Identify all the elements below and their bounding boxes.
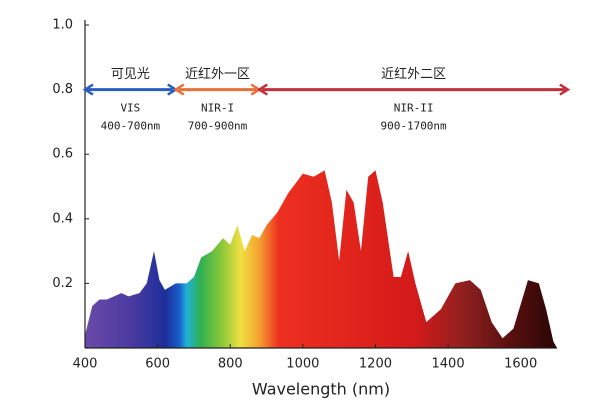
region-label: 近红外二区: [381, 66, 446, 82]
y-tick-label: 0.6: [52, 147, 73, 162]
x-tick-label: 600: [145, 357, 170, 372]
arrow-head: [173, 83, 185, 96]
region-name: VIS: [120, 102, 140, 115]
x-tick-label: 800: [218, 357, 243, 372]
arrow-head: [559, 83, 571, 96]
arrow-head: [82, 83, 94, 96]
x-tick-label: 1200: [359, 357, 392, 372]
y-tick-label: 0.2: [52, 276, 73, 291]
y-tick-label: 1.0: [52, 18, 73, 33]
region-label: 近红外一区: [185, 66, 250, 82]
region-name: NIR-I: [201, 102, 234, 115]
x-axis-label: Wavelength (nm): [252, 380, 390, 399]
arrow-head: [256, 83, 268, 96]
y-tick-label: 0.4: [52, 211, 73, 226]
region-name: NIR-II: [394, 102, 434, 115]
region-range: 700-900nm: [188, 120, 248, 133]
region-range: 900-1700nm: [380, 120, 447, 133]
y-tick-label: 0.8: [52, 82, 73, 97]
x-tick-label: 1000: [286, 357, 319, 372]
region-range: 400-700nm: [101, 120, 161, 133]
region-label: 可见光: [111, 67, 150, 82]
spectrum-area: [85, 170, 557, 348]
x-tick-label: 1400: [432, 357, 465, 372]
x-tick-label: 400: [73, 357, 98, 372]
x-tick-label: 1600: [504, 357, 537, 372]
